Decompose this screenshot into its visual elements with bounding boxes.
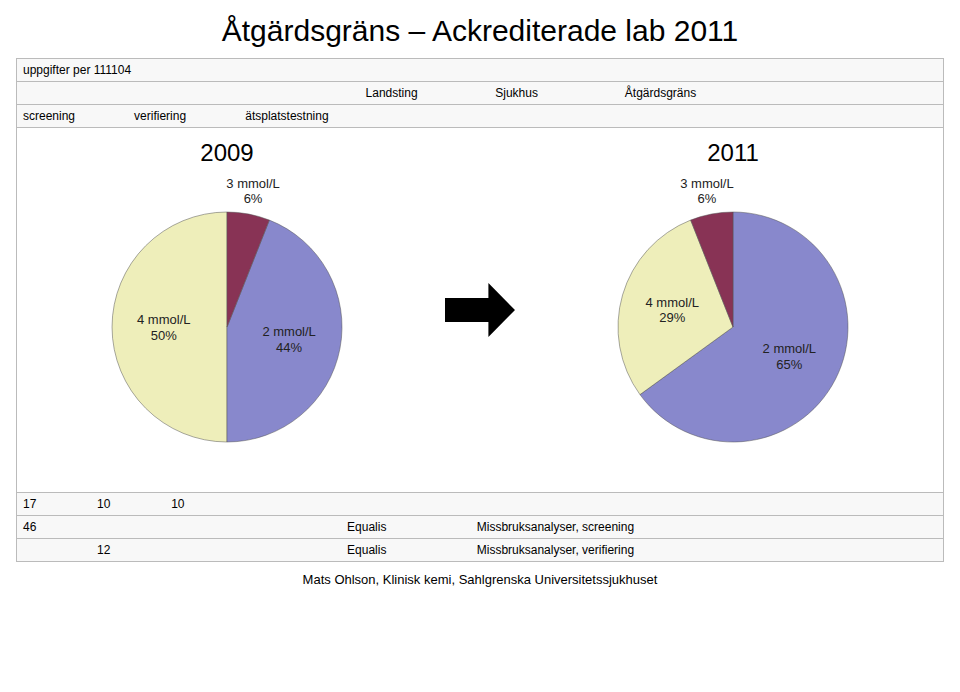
html-text:Landsting: Landsting [365, 86, 418, 100]
html-text:Equalis: Equalis [347, 520, 387, 534]
html-text:verifiering: verifiering [134, 109, 187, 123]
html-text:Sjukhus: Sjukhus [495, 86, 538, 100]
html-text:Mats Ohlson, Klinisk kemi, Sah: Mats Ohlson, Klinisk kemi, Sahlgrenska U… [302, 572, 658, 587]
html-text:Equalis: Equalis [347, 543, 387, 557]
html-text:Åtgärdsgräns: Åtgärdsgräns [624, 86, 697, 100]
html-text:ätsplatstestning: ätsplatstestning [245, 109, 329, 123]
html-text:Åtgärdsgräns – Ackrediterade l: Åtgärdsgräns – Ackrediterade lab 2011 [221, 14, 739, 47]
html-text:10: 10 [97, 497, 111, 511]
html-text:10: 10 [171, 497, 185, 511]
svg-text:3 mmol/L6%: 3 mmol/L6% [226, 176, 279, 207]
svg-text:4 mmol/L50%: 4 mmol/L50% [137, 312, 190, 343]
svg-text:3 mmol/L6%: 3 mmol/L6% [680, 176, 733, 207]
html-text:uppgifter per 111104: uppgifter per 111104 [23, 63, 132, 77]
html-text:46: 46 [23, 520, 37, 534]
html-text:Missbruksanalyser, screening: Missbruksanalyser, screening [476, 520, 635, 534]
html-text:2011: 2011 [707, 139, 759, 166]
html-text:Missbruksanalyser, verifiering: Missbruksanalyser, verifiering [476, 543, 635, 557]
svg-text:2 mmol/L44%: 2 mmol/L44% [262, 324, 315, 355]
html-text:17: 17 [23, 497, 37, 511]
svg-text:4 mmol/L29%: 4 mmol/L29% [646, 295, 699, 326]
html-text:12: 12 [97, 543, 111, 557]
svg-text:2 mmol/L65%: 2 mmol/L65% [763, 341, 816, 372]
html-text:2009: 2009 [200, 139, 254, 166]
html-text:screening: screening [23, 109, 75, 123]
